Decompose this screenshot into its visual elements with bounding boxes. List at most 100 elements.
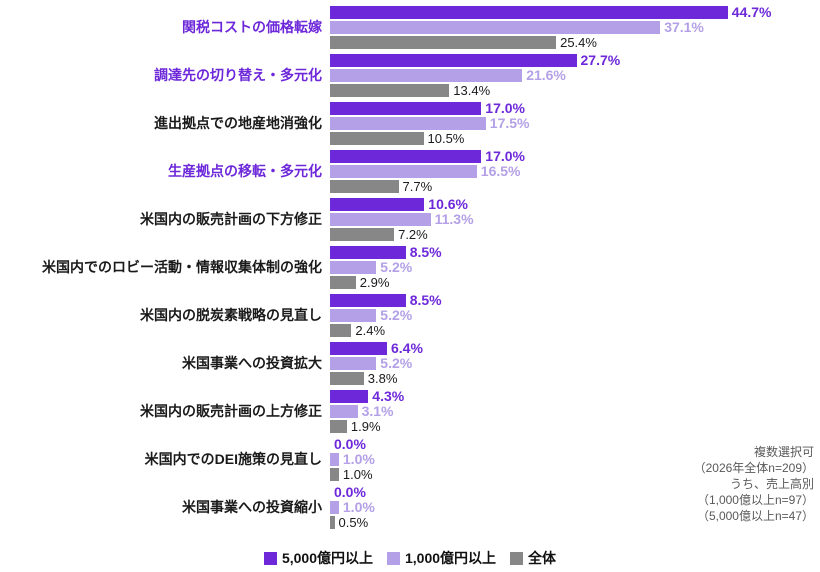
bar-value-label: 17.5% (489, 115, 530, 131)
bar (330, 197, 425, 211)
bar-line: 6.4% (330, 340, 423, 356)
bar-line: 21.6% (330, 67, 620, 83)
bar (330, 308, 377, 322)
legend-item: 5,000億円以上 (263, 548, 373, 568)
bar-group: 17.0% 16.5% 7.7% (330, 148, 525, 194)
bar-line: 5.2% (330, 307, 442, 323)
bar-line: 0.0% (330, 436, 375, 452)
bar-value-label: 44.7% (731, 4, 772, 20)
bar (330, 149, 482, 163)
category-label: 関税コストの価格転嫁 (182, 18, 322, 35)
chart-legend: 5,000億円以上 1,000億円以上 全体 (0, 548, 820, 568)
bar-group: 0.0% 1.0% 0.5% (330, 484, 375, 530)
bar (330, 116, 486, 130)
bar (330, 5, 728, 19)
bar-group: 4.3% 3.1% 1.9% (330, 388, 405, 434)
chart-row: 米国内でのロビー活動・情報収集体制の強化 8.5% 5.2% 2.9% (0, 243, 772, 291)
legend-swatch (387, 551, 400, 565)
bar-line: 27.7% (330, 52, 621, 68)
category-label: 米国内でのDEI施策の見直し (144, 450, 322, 467)
bar (330, 164, 477, 178)
bar-value-label: 5.2% (380, 307, 413, 323)
survey-note-line: （1,000億以上n=97） (696, 493, 814, 507)
survey-note-line: （5,000億以上n=47） (696, 509, 814, 523)
bar (330, 419, 347, 433)
bar-value-label: 0.0% (334, 436, 366, 452)
bar-line: 37.1% (330, 19, 772, 35)
bar-line: 11.3% (330, 211, 474, 227)
chart-row: 調達先の切り替え・多元化 27.7% 21.6% 13.4% (0, 51, 772, 99)
bar-line: 10.6% (330, 196, 474, 212)
bar (330, 212, 431, 226)
bar (330, 179, 399, 193)
bar-value-label: 25.4% (560, 34, 597, 50)
chart-row: 米国事業への投資縮小 0.0% 1.0% 0.5% (0, 483, 772, 531)
legend-label: 全体 (528, 550, 557, 566)
bar-value-label: 2.9% (359, 274, 390, 290)
bar-line: 17.0% (330, 100, 530, 116)
bar-value-label: 1.0% (342, 499, 375, 515)
bar (330, 68, 523, 82)
category-label: 進出拠点での地産地消強化 (154, 114, 322, 131)
bar (330, 356, 377, 370)
bar-value-label: 17.0% (485, 100, 525, 116)
bar-line: 7.2% (330, 226, 474, 242)
bar-value-label: 21.6% (526, 67, 566, 83)
legend-item: 全体 (510, 548, 556, 568)
bar-value-label: 7.2% (398, 226, 428, 242)
bar-group: 27.7% 21.6% 13.4% (330, 52, 621, 98)
bar-line: 25.4% (330, 34, 772, 50)
bar (330, 323, 352, 337)
bar-value-label: 1.0% (342, 451, 375, 467)
chart-row: 米国事業への投資拡大 6.4% 5.2% 3.8% (0, 339, 772, 387)
survey-note: 複数選択可 （2026年全体n=209） うち、売上高別 （1,000億以上n=… (694, 444, 814, 524)
bar-group: 6.4% 5.2% 3.8% (330, 340, 423, 386)
bar-value-label: 0.5% (338, 514, 369, 530)
bar-line: 44.7% (330, 4, 772, 20)
bar-value-label: 17.0% (485, 148, 525, 164)
chart-row: 生産拠点の移転・多元化 17.0% 16.5% 7.7% (0, 147, 772, 195)
bar-value-label: 5.2% (380, 259, 413, 275)
chart-row: 米国内でのDEI施策の見直し 0.0% 1.0% 1.0% (0, 435, 772, 483)
bar-value-label: 6.4% (391, 340, 423, 356)
legend-label: 1,000億円以上 (405, 550, 497, 566)
bar-line: 13.4% (330, 83, 620, 98)
bar (330, 260, 377, 274)
chart-row: 関税コストの価格転嫁 44.7% 37.1% 25.4% (0, 3, 772, 51)
category-label: 米国内の販売計画の下方修正 (140, 210, 322, 227)
bar-value-label: 4.3% (372, 388, 405, 404)
bar-line: 4.3% (330, 388, 405, 404)
bar-group: 0.0% 1.0% 1.0% (330, 436, 375, 482)
survey-note-line: 複数選択可 (753, 445, 814, 459)
bar-value-label: 10.6% (428, 196, 468, 212)
chart-row: 進出拠点での地産地消強化 17.0% 17.5% 10.5% (0, 99, 772, 147)
survey-note-line: うち、売上高別 (729, 477, 814, 491)
bar-line: 5.2% (330, 355, 423, 371)
bar-group: 10.6% 11.3% 7.2% (330, 196, 474, 242)
bar (330, 452, 339, 466)
category-label: 生産拠点の移転・多元化 (168, 162, 322, 179)
category-label: 米国内の脱炭素戦略の見直し (140, 306, 322, 323)
bar (330, 245, 406, 259)
bar-group: 17.0% 17.5% 10.5% (330, 100, 530, 146)
bar-value-label: 11.3% (434, 211, 474, 227)
legend-swatch (263, 551, 277, 565)
bar-line: 0.5% (330, 514, 375, 530)
bar-value-label: 10.5% (427, 130, 465, 146)
bar-line: 10.5% (330, 130, 530, 146)
legend-item: 1,000億円以上 (387, 548, 496, 568)
bar-line: 5.2% (330, 259, 442, 275)
bar-value-label: 2.4% (355, 322, 386, 338)
bar-value-label: 16.5% (480, 163, 521, 179)
bar (330, 404, 358, 418)
bar-value-label: 27.7% (580, 52, 621, 68)
category-label: 米国事業への投資拡大 (182, 354, 322, 371)
bar (330, 131, 424, 145)
category-label: 米国事業への投資縮小 (182, 498, 322, 515)
bar-line: 1.9% (330, 419, 404, 434)
bar-line: 8.5% (330, 292, 442, 308)
bar (330, 371, 364, 385)
bar-value-label: 1.0% (342, 466, 373, 482)
bar-line: 2.4% (330, 322, 442, 338)
bar-line: 1.0% (330, 466, 375, 482)
